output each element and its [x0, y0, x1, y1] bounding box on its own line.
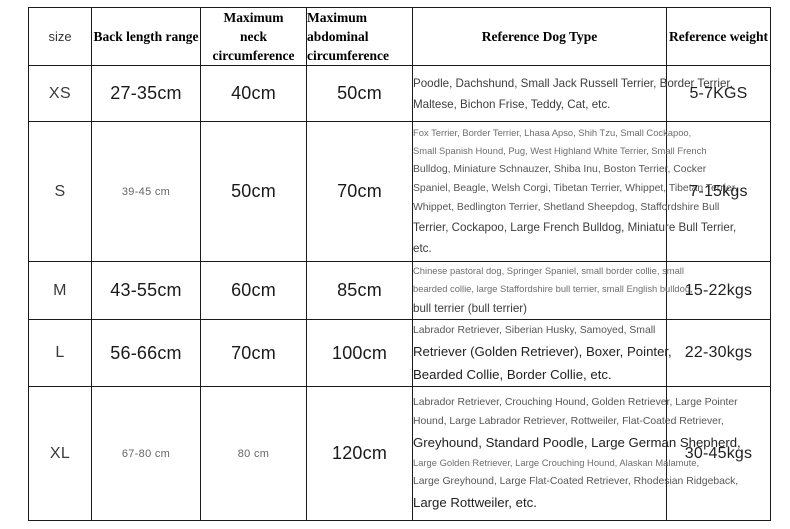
dog-line: etc. [413, 242, 432, 255]
table-row: XL 67-80 cm 80 cm 120cm Labrador Retriev… [28, 386, 771, 521]
cell-back-l: 56-66cm [91, 319, 201, 387]
cell-neck-l: 70cm [200, 319, 307, 387]
dog-line: Labrador Retriever, Crouching Hound, Gol… [413, 397, 738, 408]
cell-back-xs: 27-35cm [91, 65, 201, 122]
cell-dog-type-xs: Poodle, Dachshund, Small Jack Russell Te… [412, 65, 733, 122]
cell-neck-s: 50cm [200, 121, 307, 262]
header-maximum-neck-circumference: Maximum neck circumference [200, 7, 307, 66]
dog-line: Greyhound, Standard Poodle, Large German… [413, 435, 741, 450]
dog-line: Large Rottweiler, etc. [413, 495, 537, 510]
cell-weight-l: 22-30kgs [666, 319, 771, 387]
cell-weight-xs: 5-7KGS [666, 65, 771, 122]
dog-line: Labrador Retriever, Siberian Husky, Samo… [413, 324, 656, 336]
header-reference-dog-type: Reference Dog Type [412, 7, 667, 66]
cell-size-l: L [28, 319, 92, 387]
cell-size-xs: XS [28, 65, 92, 122]
header-maximum-abdominal-circumference: Maximum abdominal circumference [306, 7, 413, 66]
header-back-length-range: Back length range [91, 7, 201, 66]
dog-line: Spaniel, Beagle, Welsh Corgi, Tibetan Te… [413, 183, 738, 194]
cell-dog-type-s: Fox Terrier, Border Terrier, Lhasa Apso,… [412, 121, 738, 262]
dog-line: Chinese pastoral dog, Springer Spaniel, … [413, 265, 684, 276]
cell-abdomen-xs: 50cm [306, 65, 413, 122]
dog-line: Hound, Large Labrador Retriever, Rottwei… [413, 416, 724, 427]
cell-abdomen-s: 70cm [306, 121, 413, 262]
cell-weight-m: 15-22kgs [666, 261, 771, 320]
header-row: size Back length range Maximum neck circ… [28, 7, 771, 66]
cell-size-xl: XL [28, 386, 92, 521]
cell-size-s: S [28, 121, 92, 262]
cell-back-s: 39-45 cm [91, 121, 201, 262]
dog-line: Terrier, Cockapoo, Large French Bulldog,… [413, 221, 737, 234]
cell-weight-xl: 30-45kgs [666, 386, 771, 521]
dog-size-chart-table: size Back length range Maximum neck circ… [28, 7, 771, 521]
header-neck-line2: neck circumference [212, 29, 295, 63]
dog-line: Maltese, Bichon Frise, Teddy, Cat, etc. [413, 97, 611, 111]
dog-line: Fox Terrier, Border Terrier, Lhasa Apso,… [413, 127, 692, 138]
dog-line: Whippet, Bedlington Terrier, Shetland Sh… [413, 202, 720, 213]
header-abdomen-line2: circumference [307, 48, 389, 63]
cell-abdomen-m: 85cm [306, 261, 413, 320]
dog-line: bull terrier (bull terrier) [413, 302, 528, 315]
header-neck-line1: Maximum [223, 10, 284, 25]
dog-line: Bulldog, Miniature Schnauzer, Shiba Inu,… [413, 164, 707, 175]
cell-dog-type-l: Labrador Retriever, Siberian Husky, Samo… [412, 319, 672, 387]
header-reference-weight: Reference weight [666, 7, 771, 66]
cell-abdomen-l: 100cm [306, 319, 413, 387]
table-row: M 43-55cm 60cm 85cm Chinese pastoral dog… [28, 261, 771, 320]
cell-dog-type-m: Chinese pastoral dog, Springer Spaniel, … [412, 261, 693, 320]
table-header: size Back length range Maximum neck circ… [28, 7, 771, 66]
dog-line: Large Golden Retriever, Large Crouching … [413, 457, 700, 468]
cell-neck-xs: 40cm [200, 65, 307, 122]
cell-size-m: M [28, 261, 92, 320]
table-row: L 56-66cm 70cm 100cm Labrador Retriever,… [28, 319, 771, 387]
table-body: XS 27-35cm 40cm 50cm Poodle, Dachshund, … [28, 65, 771, 521]
cell-dog-type-xl: Labrador Retriever, Crouching Hound, Gol… [412, 386, 741, 521]
cell-neck-xl: 80 cm [200, 386, 307, 521]
dog-line: Small Spanish Hound, Pug, West Highland … [413, 145, 707, 156]
cell-back-xl: 67-80 cm [91, 386, 201, 521]
cell-abdomen-xl: 120cm [306, 386, 413, 521]
dog-line: Poodle, Dachshund, Small Jack Russell Te… [413, 76, 733, 90]
cell-weight-s: 7-15kgs [666, 121, 771, 262]
table-row: S 39-45 cm 50cm 70cm Fox Terrier, Border… [28, 121, 771, 262]
header-abdomen-line1: Maximum abdominal [307, 10, 369, 44]
dog-line: Retriever (Golden Retriever), Boxer, Poi… [413, 343, 672, 359]
dog-line: Large Greyhound, Large Flat-Coated Retri… [413, 476, 739, 487]
cell-back-m: 43-55cm [91, 261, 201, 320]
dog-line: Bearded Collie, Border Collie, etc. [413, 366, 612, 382]
header-size: size [28, 7, 92, 66]
table-row: XS 27-35cm 40cm 50cm Poodle, Dachshund, … [28, 65, 771, 122]
dog-line: bearded collie, large Staffordshire bull… [413, 283, 693, 294]
cell-neck-m: 60cm [200, 261, 307, 320]
